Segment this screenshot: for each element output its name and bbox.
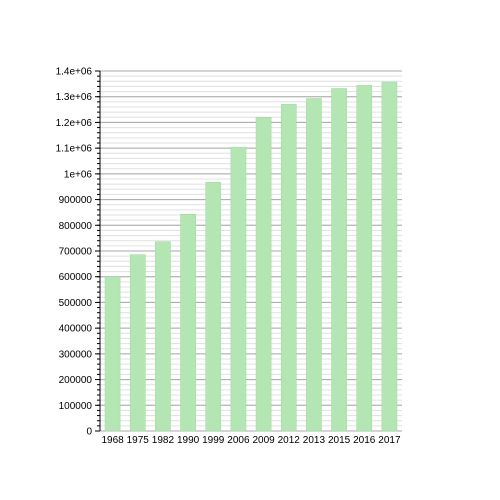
y-tick-label: 500000: [59, 298, 93, 309]
bar: [381, 81, 398, 432]
y-tick-label: 100000: [59, 401, 93, 412]
x-tick-label: 1999: [202, 435, 225, 446]
x-tick-labels: 1968 1975 1982 1990 1999 2006 2009 2012 2013 2015…: [101, 435, 401, 446]
x-tick-label: 2006: [227, 435, 250, 446]
bar: [255, 117, 272, 432]
x-tick-label: 1990: [177, 435, 200, 446]
bar: [129, 254, 146, 432]
x-tick-label: 2015: [328, 435, 351, 446]
y-tick-label: 600000: [59, 272, 93, 283]
x-tick-label: 1975: [127, 435, 150, 446]
y-tick-label: 400000: [59, 324, 93, 335]
bar: [205, 182, 222, 432]
y-tick-label: 900000: [59, 195, 93, 206]
bar: [180, 213, 196, 432]
y-tick-label: 1.3e+06: [56, 92, 93, 103]
x-tick-label: 2016: [353, 435, 376, 446]
y-tick-labels: 0 100000 200000 300000 400000 500000 600000 700…: [56, 67, 93, 438]
y-tick-label: 800000: [59, 221, 93, 232]
x-tick-label: 2017: [378, 435, 401, 446]
grid-lines: [100, 70, 402, 432]
bar: [280, 103, 297, 432]
x-tick-label: 1968: [101, 435, 124, 446]
bar: [356, 85, 373, 432]
y-tick-label: 1.2e+06: [56, 118, 93, 129]
bar: [331, 88, 347, 432]
y-tick-label: 1.1e+06: [56, 144, 93, 155]
y-tick-label: 200000: [59, 375, 93, 386]
bars: [104, 81, 398, 432]
y-tick-label: 1e+06: [64, 169, 93, 180]
axes: [95, 70, 101, 432]
bar: [155, 241, 171, 432]
x-tick-label: 2012: [278, 435, 301, 446]
y-tick-label: 1.4e+06: [56, 67, 93, 78]
x-tick-label: 1982: [152, 435, 175, 446]
bar: [306, 98, 322, 432]
x-tick-label: 2013: [303, 435, 326, 446]
y-tick-label: 0: [86, 427, 92, 438]
bar: [104, 276, 121, 432]
y-tick-label: 300000: [59, 349, 93, 360]
y-tick-label: 700000: [59, 247, 93, 258]
bar: [230, 146, 247, 432]
x-tick-label: 2009: [252, 435, 275, 446]
